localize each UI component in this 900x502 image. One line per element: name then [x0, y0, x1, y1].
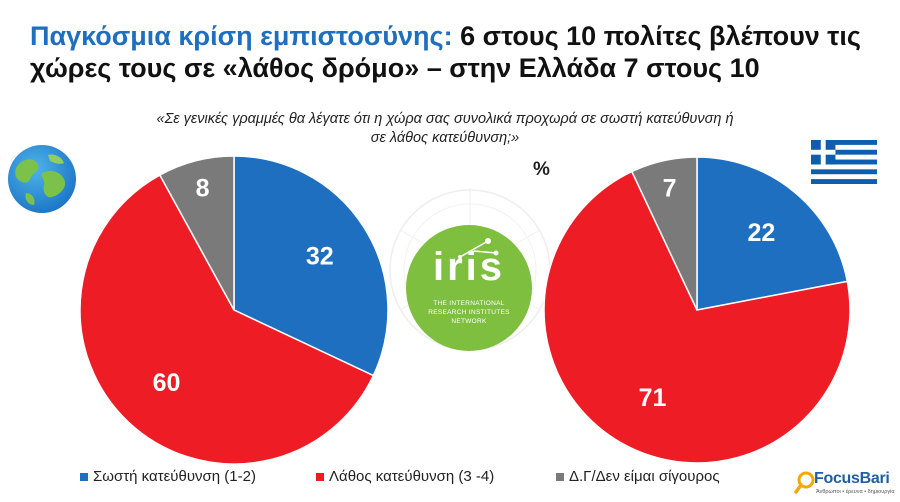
focusbari-wordmark: FocusBari	[814, 470, 890, 488]
magnifier-icon	[794, 471, 815, 494]
pie-chart-world: 32 60 8	[79, 155, 389, 465]
survey-question: «Σε γενικές γραμμές θα λέγατε ότι η χώρα…	[156, 111, 734, 146]
legend-swatch-unsure	[556, 472, 564, 481]
pie-slice-greece-wrong	[543, 170, 851, 464]
legend-label-correct: Σωστή κατεύθυνση (1-2)	[93, 468, 256, 485]
legend-swatch-wrong	[316, 472, 324, 481]
pie-label-world-wrong: 60	[153, 369, 181, 397]
iris-logo: iris THE INTERNATIONAL RESEARCH INSTITUT…	[406, 225, 532, 351]
iris-logo-subtitle: THE INTERNATIONAL RESEARCH INSTITUTES NE…	[428, 300, 510, 325]
pie-chart-greece: 22 71 7	[543, 156, 851, 464]
legend-label-unsure: Δ.Γ/Δεν είμαι σίγουρος	[569, 468, 720, 485]
pie-label-greece-wrong: 71	[639, 384, 667, 412]
page-title: Παγκόσμια κρίση εμπιστοσύνης: 6 στους 10…	[30, 20, 890, 84]
pie-slice-greece-unsure	[630, 156, 698, 311]
globe-icon	[8, 145, 76, 213]
legend-label-wrong: Λάθος κατεύθυνση (3 -4)	[329, 468, 495, 485]
pie-label-world-correct: 32	[306, 243, 334, 271]
pie-slice-greece-correct	[696, 156, 849, 311]
greek-flag-icon	[811, 140, 877, 184]
unit-label: %	[533, 159, 550, 180]
pie-label-greece-unsure: 7	[663, 175, 677, 203]
focusbari-tagline: Άνθρωποι • έρευνα • δημιουργία	[816, 489, 895, 495]
iris-logo-word: iris	[432, 245, 506, 289]
title-rest: 6 στους 10 πολίτες βλέπουν τις χώρες του…	[30, 21, 861, 83]
focusbari-word-bari: Bari	[859, 470, 890, 487]
title-lead: Παγκόσμια κρίση εμπιστοσύνης:	[30, 21, 453, 51]
chart-legend: Σωστή κατεύθυνση (1-2) Λάθος κατεύθυνση …	[0, 468, 900, 492]
iris-network-icon	[458, 238, 499, 259]
legend-item-correct: Σωστή κατεύθυνση (1-2)	[80, 468, 256, 485]
legend-swatch-correct	[80, 472, 88, 481]
pie-slice-world-correct	[233, 155, 389, 377]
focusbari-logo: FocusBari Άνθρωποι • έρευνα • δημιουργία	[794, 470, 898, 500]
pie-slice-world-wrong	[79, 174, 375, 465]
legend-item-wrong: Λάθος κατεύθυνση (3 -4)	[316, 468, 494, 485]
pie-label-greece-correct: 22	[747, 219, 775, 247]
legend-item-unsure: Δ.Γ/Δεν είμαι σίγουρος	[556, 468, 720, 485]
pie-label-world-unsure: 8	[196, 175, 210, 203]
focusbari-word-focus: Focus	[814, 470, 860, 487]
pie-slice-world-unsure	[158, 155, 235, 311]
